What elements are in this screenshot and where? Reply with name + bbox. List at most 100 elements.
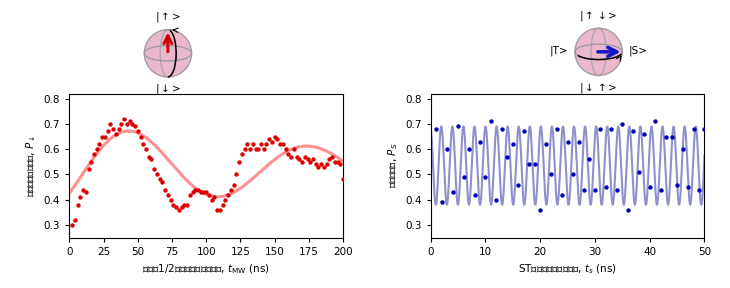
Point xyxy=(176,205,188,210)
Point xyxy=(436,200,447,204)
Point xyxy=(491,197,502,202)
Point xyxy=(80,190,92,194)
Circle shape xyxy=(575,28,622,75)
Point xyxy=(638,132,650,136)
Point xyxy=(534,208,546,212)
Point xyxy=(170,205,182,210)
Point xyxy=(600,185,612,190)
Point xyxy=(143,154,155,159)
Point xyxy=(115,122,127,126)
Point xyxy=(502,154,513,159)
Point xyxy=(264,137,275,141)
Point xyxy=(550,127,562,131)
Point xyxy=(225,187,237,192)
Point xyxy=(266,139,277,144)
Point xyxy=(310,162,322,167)
Point xyxy=(253,147,264,151)
Point xyxy=(154,177,166,182)
Point xyxy=(195,190,207,194)
Point xyxy=(236,152,247,157)
Point xyxy=(85,160,97,164)
Point xyxy=(561,139,573,144)
Text: |$\uparrow$>: |$\uparrow$> xyxy=(155,10,181,24)
Point xyxy=(572,139,584,144)
X-axis label: ST量子ビット操作時間, $t_{s}$ (ns): ST量子ビット操作時間, $t_{s}$ (ns) xyxy=(518,262,617,276)
Point xyxy=(231,172,242,177)
Point xyxy=(104,122,116,126)
Point xyxy=(192,187,204,192)
Point xyxy=(118,117,130,121)
Point xyxy=(337,177,349,182)
Text: |$\downarrow$>: |$\downarrow$> xyxy=(155,82,181,96)
Point xyxy=(190,187,201,192)
Point xyxy=(146,157,158,162)
Point xyxy=(110,132,122,136)
Point xyxy=(123,119,136,124)
Point xyxy=(203,192,215,197)
Y-axis label: 下向きスピン確率, $P_{\downarrow}$: 下向きスピン確率, $P_{\downarrow}$ xyxy=(25,134,38,197)
Point xyxy=(99,134,111,139)
Point xyxy=(323,157,335,162)
Point xyxy=(121,122,133,126)
Point xyxy=(441,147,453,151)
Point xyxy=(583,157,595,162)
Point xyxy=(633,170,645,174)
Point xyxy=(545,172,557,177)
Point xyxy=(250,147,261,151)
Point xyxy=(334,162,346,167)
Point xyxy=(206,197,218,202)
Point xyxy=(101,129,114,134)
Point xyxy=(66,223,78,227)
Point xyxy=(329,160,341,164)
Text: |S>: |S> xyxy=(629,46,648,56)
Point xyxy=(507,142,518,146)
Point xyxy=(699,127,710,131)
Point xyxy=(291,154,302,159)
Point xyxy=(463,147,474,151)
Point xyxy=(234,160,245,164)
Point xyxy=(578,187,590,192)
Point xyxy=(474,139,486,144)
Point xyxy=(272,137,283,141)
Point xyxy=(293,157,305,162)
Point xyxy=(209,195,220,200)
Point xyxy=(280,147,291,151)
Point xyxy=(91,147,102,151)
Point xyxy=(331,160,344,164)
Point xyxy=(307,157,319,162)
Circle shape xyxy=(145,30,191,77)
Point xyxy=(220,197,231,202)
Point xyxy=(458,175,469,179)
Point xyxy=(148,167,160,172)
Point xyxy=(539,142,552,146)
Point xyxy=(644,185,656,190)
Point xyxy=(107,127,119,131)
Point xyxy=(140,147,152,151)
Point xyxy=(567,172,579,177)
Point xyxy=(88,152,100,157)
Text: |$\downarrow\uparrow$>: |$\downarrow\uparrow$> xyxy=(580,81,618,95)
Point xyxy=(299,154,311,159)
Point xyxy=(431,127,442,131)
Point xyxy=(496,127,508,131)
Point xyxy=(480,175,491,179)
Point xyxy=(258,147,269,151)
Point xyxy=(301,157,313,162)
Point xyxy=(173,208,185,212)
Point xyxy=(512,182,524,187)
Point xyxy=(693,187,704,192)
Point xyxy=(178,202,190,207)
Point xyxy=(447,190,458,194)
Point xyxy=(682,185,694,190)
Point xyxy=(212,208,223,212)
Point xyxy=(162,192,174,197)
Point xyxy=(82,167,94,172)
Point xyxy=(242,142,253,146)
Point xyxy=(650,119,661,124)
Point xyxy=(165,197,177,202)
Text: |T>: |T> xyxy=(550,46,569,56)
Point xyxy=(228,182,239,187)
Point xyxy=(151,172,163,177)
X-axis label: スピン1/2量子ビット操作時間, $t_{\rm MW}$ (ns): スピン1/2量子ビット操作時間, $t_{\rm MW}$ (ns) xyxy=(142,262,270,276)
Point xyxy=(321,162,333,167)
